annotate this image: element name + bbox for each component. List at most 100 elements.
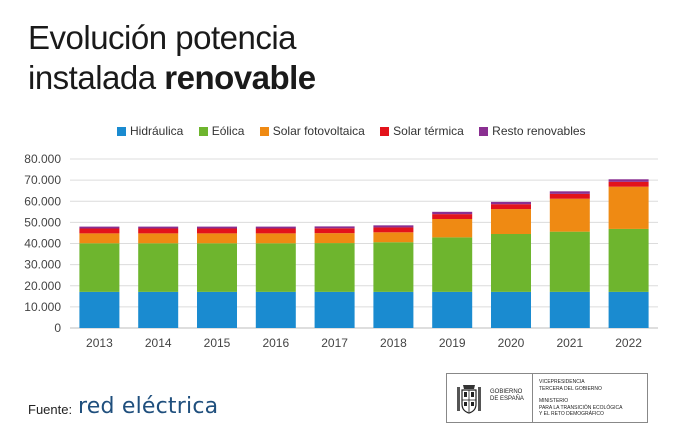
bar-segment-1 [491,233,531,292]
bar-segment-4 [432,211,473,215]
legend-label-solar-termica: Solar térmica [393,124,464,138]
bar-segment-1 [549,231,590,292]
government-name: GOBIERNO DE ESPAÑA [490,389,524,403]
bar-segment-1 [79,243,120,292]
bar-segment-1 [432,237,473,292]
y-tick-label: 80.000 [24,152,61,166]
bar-segment-2 [138,233,179,244]
bar-segment-2 [314,233,355,244]
government-name-line-2: DE ESPAÑA [490,396,524,402]
y-tick-label: 40.000 [24,237,61,251]
x-tick-label: 2018 [380,336,407,350]
chart-title: Evolución potencia instalada renovable [28,18,316,98]
bar-segment-0 [255,291,296,328]
y-tick-label: 20.000 [24,279,61,293]
bar-segment-0 [79,291,120,328]
bar-segment-1 [197,243,237,292]
legend-item-hidraulica: Hidráulica [117,124,183,138]
y-tick-label: 60.000 [24,194,61,208]
bar-segment-4 [549,191,590,194]
coat-of-arms-icon [457,385,481,414]
bar-segment-2 [373,232,414,243]
legend-swatch-resto-renovables [479,127,489,136]
title-line-2-regular: instalada [28,59,165,96]
ministry-line-1: MINISTERIO [539,398,569,404]
bar-segment-0 [197,291,237,328]
x-tick-label: 2017 [321,336,348,350]
source-label: Fuente: [28,402,73,417]
bar-segment-2 [491,209,531,234]
title-line-2-bold: renovable [164,59,316,96]
y-tick-label: 50.000 [24,215,61,229]
legend-swatch-eolica [198,127,208,136]
y-tick-label: 10.000 [24,300,61,314]
red-electrica-logo: red eléctrica [78,394,219,419]
bar-segment-4 [491,201,531,205]
bar-segment-1 [373,242,414,292]
bar-segment-2 [255,233,296,244]
legend-swatch-solar-fotovoltaica [259,127,269,136]
vp-line-1: VICEPRESIDENCIA [539,379,585,385]
bar-segment-0 [138,291,179,328]
government-logo-box: GOBIERNO DE ESPAÑA VICEPRESIDENCIA TERCE… [446,373,648,423]
bar-segment-3 [255,228,296,234]
bar-segment-4 [197,226,237,229]
bar-segment-0 [373,291,414,328]
legend-item-solar-fotovoltaica: Solar fotovoltaica [259,124,365,138]
bar-segment-3 [432,214,473,219]
bar-segment-2 [608,186,649,229]
legend-item-solar-termica: Solar térmica [380,124,464,138]
ministry-line-2: PARA LA TRANSICIÓN ECOLÓGICA [539,404,623,411]
legend-label-hidraulica: Hidráulica [130,124,184,138]
legend-item-eolica: Eólica [198,124,245,138]
government-logo-divider [532,374,533,422]
ministry-text: VICEPRESIDENCIA TERCERA DEL GOBIERNO MIN… [539,379,622,418]
ministry-line-3: Y EL RETO DEMOGRÁFICO [539,411,604,417]
bar-segment-1 [608,228,649,292]
x-tick-label: 2021 [556,336,583,350]
bar-segment-4 [138,226,179,229]
y-tick-label: 70.000 [24,173,61,187]
bar-segment-2 [79,233,120,244]
legend-swatch-hidraulica [117,127,126,136]
bar-segment-3 [138,228,179,234]
bar-segment-3 [197,228,237,234]
legend-item-resto-renovables: Resto renovables [479,124,586,138]
legend-swatch-solar-termica [380,127,390,136]
y-tick-label: 0 [54,321,61,335]
bar-segment-3 [491,204,531,210]
bar-segment-0 [549,291,590,328]
vp-line-2: TERCERA DEL GOBIERNO [539,385,602,392]
bar-segment-1 [314,243,355,292]
bar-segment-4 [373,225,414,228]
x-tick-label: 2014 [145,336,172,350]
bar-segment-4 [255,226,296,229]
title-line-2: instalada renovable [28,58,316,98]
x-tick-label: 2015 [204,336,231,350]
bar-segment-0 [314,291,355,328]
government-name-line-1: GOBIERNO [490,389,523,395]
x-tick-label: 2016 [262,336,289,350]
bar-segment-0 [432,291,473,328]
bar-segment-4 [608,179,649,182]
bar-segment-4 [79,226,120,229]
legend: Hidráulica Eólica Solar fotovoltaica Sol… [117,124,598,138]
x-tick-label: 2013 [86,336,113,350]
x-tick-label: 2019 [439,336,466,350]
bar-segment-4 [314,226,355,229]
bar-segment-3 [314,228,355,234]
bar-segment-3 [608,181,649,187]
bar-segment-2 [197,233,237,244]
bar-segment-3 [373,227,414,233]
legend-label-solar-fotovoltaica: Solar fotovoltaica [272,124,365,138]
bar-segment-3 [549,193,590,199]
legend-label-eolica: Eólica [211,124,245,138]
y-tick-label: 30.000 [24,258,61,272]
bar-segment-1 [138,243,179,292]
x-tick-label: 2022 [615,336,642,350]
bar-segment-0 [608,291,649,328]
bar-segment-2 [549,198,590,232]
title-line-1: Evolución potencia [28,19,297,56]
bar-segment-3 [79,228,120,234]
